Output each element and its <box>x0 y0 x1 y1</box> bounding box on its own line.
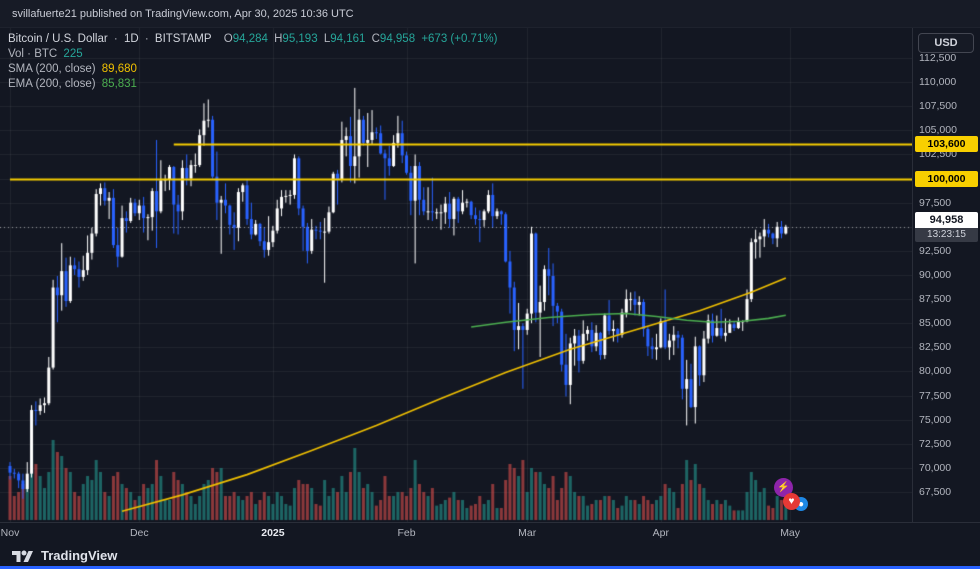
close-value: 94,958 <box>379 33 416 45</box>
price-axis-tick: 85,000 <box>919 317 952 330</box>
publish-info-text: svillafuerte21 published on TradingView.… <box>12 7 354 20</box>
tradingview-wordmark[interactable]: TradingView <box>41 547 118 563</box>
separator: · <box>113 33 118 45</box>
reaction-lightning-icon[interactable]: ⚡ <box>774 478 793 497</box>
change-value: +673 (+0.71%) <box>421 33 498 45</box>
time-axis-tick: Feb <box>397 527 416 539</box>
heart-glyph: ♥ <box>788 496 795 507</box>
currency-toggle-label: USD <box>934 37 958 49</box>
price-axis-tick: 80,000 <box>919 365 952 378</box>
close-label: C <box>371 33 380 45</box>
sma-row: SMA (200, close) 89,680 <box>8 62 500 77</box>
ema-value: 85,831 <box>101 78 137 90</box>
chart-legend: Bitcoin / U.S. Dollar · 1D · BITSTAMP O9… <box>8 32 500 92</box>
volume-label: Vol · BTC <box>8 48 58 60</box>
bar-countdown: 13:23:15 <box>915 228 978 243</box>
sma-value: 89,680 <box>101 63 137 75</box>
symbol-row: Bitcoin / U.S. Dollar · 1D · BITSTAMP O9… <box>8 32 500 47</box>
time-axis[interactable]: Nov Dec 2025 Feb Mar Apr May <box>0 522 980 544</box>
circle-glyph: ● <box>797 498 805 510</box>
ema-row: EMA (200, close) 85,831 <box>8 77 500 92</box>
price-axis-tick: 75,000 <box>919 413 952 426</box>
exchange-label: BITSTAMP <box>154 33 212 45</box>
time-axis-tick: Apr <box>652 527 669 539</box>
price-axis-tick: 92,500 <box>919 244 952 257</box>
time-axis-tick: Nov <box>0 527 20 539</box>
volume-value: 225 <box>63 48 83 60</box>
price-axis-tick: 77,500 <box>919 389 952 402</box>
reaction-heart-icon[interactable]: ♥ <box>783 493 800 510</box>
time-axis-tick: 2025 <box>261 527 285 539</box>
price-axis-tick: 97,500 <box>919 196 952 209</box>
sma-label: SMA (200, close) <box>8 63 96 75</box>
time-axis-tick: Mar <box>518 527 537 539</box>
price-axis-tick: 90,000 <box>919 268 952 281</box>
currency-toggle-button[interactable]: USD <box>918 33 974 53</box>
last-price-badge: 94,958 13:23:15 <box>915 212 978 243</box>
volume-row: Vol · BTC 225 <box>8 47 500 62</box>
bottom-accent-strip <box>0 566 980 569</box>
last-price-value: 94,958 <box>915 212 978 229</box>
separator: · <box>144 33 149 45</box>
tradingview-logo-icon[interactable] <box>12 548 34 563</box>
price-axis-tick: 105,000 <box>919 124 957 137</box>
low-label: L <box>323 33 331 45</box>
footer-bar: TradingView <box>0 544 980 566</box>
price-axis-tick: 70,000 <box>919 461 952 474</box>
price-axis-tick: 72,500 <box>919 437 952 450</box>
price-axis-tick: 107,500 <box>919 100 957 113</box>
price-axis-tick: 87,500 <box>919 293 952 306</box>
lightning-glyph: ⚡ <box>777 482 790 493</box>
price-axis-tick: 67,500 <box>919 485 952 498</box>
time-axis-tick: May <box>780 527 801 539</box>
price-axis-tick: 110,000 <box>919 76 957 89</box>
open-value: 94,284 <box>232 33 268 45</box>
time-axis-tick: Dec <box>129 527 149 539</box>
price-axis-tick: 82,500 <box>919 341 952 354</box>
low-value: 94,161 <box>330 33 366 45</box>
high-value: 95,193 <box>282 33 318 45</box>
ray-price-badge: 100,000 <box>915 170 978 187</box>
ema-label: EMA (200, close) <box>8 78 96 90</box>
publish-info-bar: svillafuerte21 published on TradingView.… <box>0 0 980 28</box>
high-label: H <box>274 33 283 45</box>
open-label: O <box>223 33 233 45</box>
ray-price-badge: 103,600 <box>915 135 978 152</box>
price-axis[interactable]: 112,500110,000107,500105,000102,500100,0… <box>912 28 980 522</box>
chart-pane: Bitcoin / U.S. Dollar · 1D · BITSTAMP O9… <box>0 28 980 522</box>
interval-label: 1D <box>123 33 139 45</box>
symbol-title: Bitcoin / U.S. Dollar <box>8 33 108 45</box>
price-chart-canvas[interactable] <box>0 28 912 522</box>
price-axis-tick: 112,500 <box>919 52 957 64</box>
